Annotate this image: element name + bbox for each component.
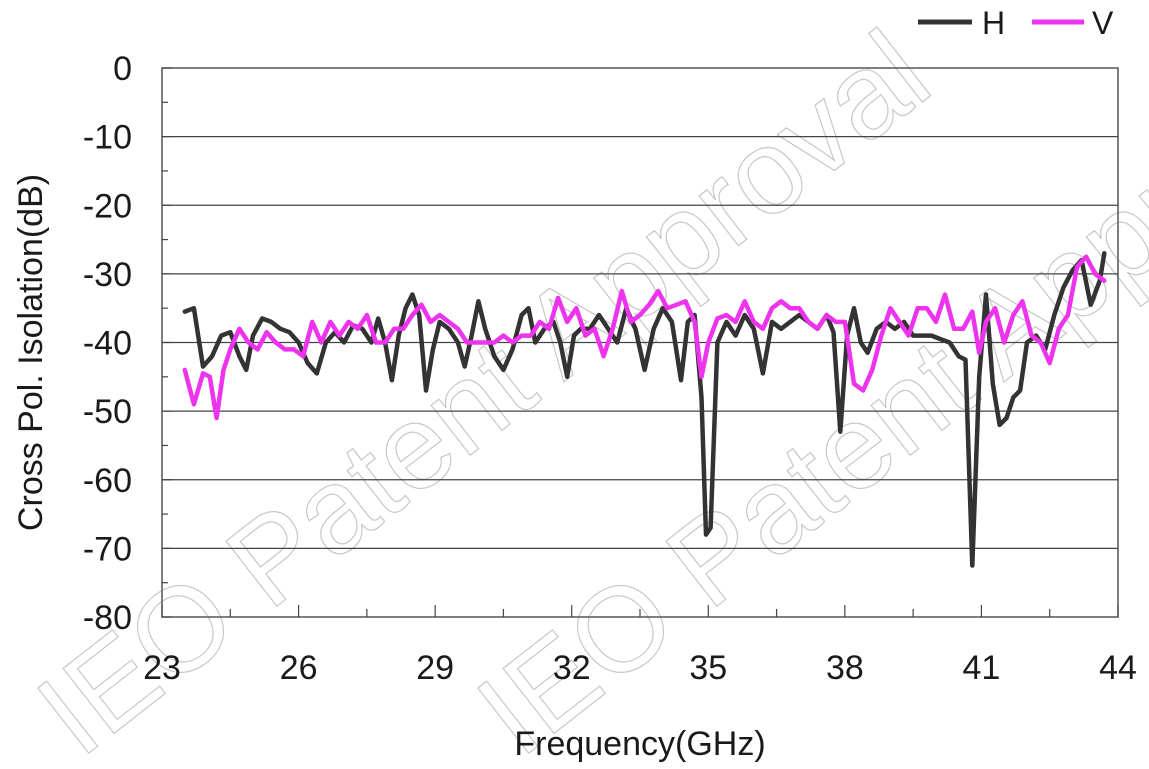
series-line-h: [182, 251, 1107, 568]
plot-series: [182, 251, 1107, 568]
series-line-v: [182, 254, 1107, 421]
x-axis-title: Frequency(GHz): [514, 725, 765, 763]
y-tick-label: -60: [83, 462, 132, 500]
y-tick-label: -10: [83, 119, 132, 157]
y-tick-label: -70: [83, 530, 132, 568]
axis-tick-labels: 0 -10 -20 -30 -40 -50 -60 -70 -80 23 26 29 32 35 38 41 4…: [83, 50, 1137, 687]
y-tick-label: -20: [83, 187, 132, 225]
x-tick-label: 26: [280, 649, 318, 687]
x-tick-label: 41: [963, 649, 1001, 687]
x-tick-label: 23: [143, 649, 181, 687]
x-tick-label: 44: [1099, 649, 1137, 687]
y-tick-label: 0: [113, 50, 132, 88]
grid: [162, 136, 1118, 549]
x-tick-label: 35: [689, 649, 727, 687]
y-tick-label: -40: [83, 325, 132, 363]
legend-label-v: V: [1092, 5, 1114, 41]
y-tick-label: -30: [83, 256, 132, 294]
y-tick-label: -80: [83, 599, 132, 637]
x-tick-label: 29: [416, 649, 454, 687]
axis-ticks: [161, 67, 1119, 618]
y-tick-label: -50: [83, 393, 132, 431]
x-tick-label: 38: [826, 649, 864, 687]
x-tick-label: 32: [553, 649, 591, 687]
y-axis-title: Cross Pol. Isolation(dB): [12, 174, 50, 531]
legend-label-h: H: [982, 5, 1005, 41]
